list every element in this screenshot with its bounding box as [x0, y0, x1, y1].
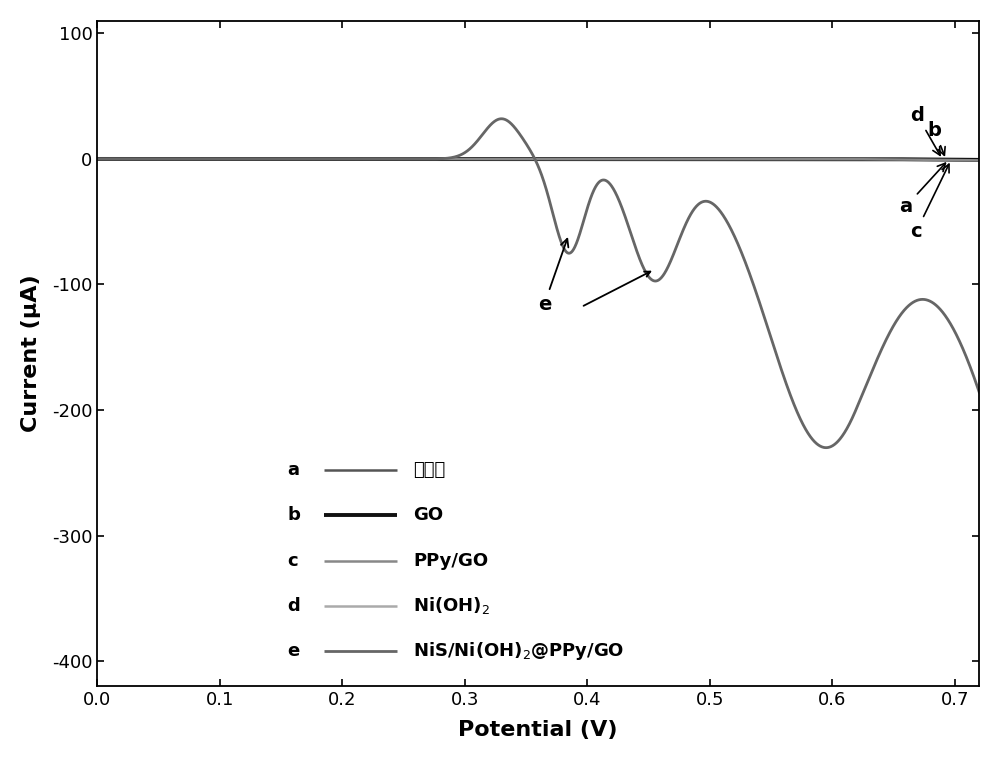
Text: c: c [287, 552, 298, 570]
Text: Ni(OH)$_2$: Ni(OH)$_2$ [413, 595, 490, 616]
Text: d: d [911, 107, 940, 155]
Y-axis label: Current (μA): Current (μA) [21, 275, 41, 432]
Text: NiS/Ni(OH)$_2$@PPy/GO: NiS/Ni(OH)$_2$@PPy/GO [413, 640, 625, 662]
Text: a: a [900, 163, 945, 215]
Text: b: b [928, 121, 945, 155]
Text: e: e [538, 239, 568, 314]
X-axis label: Potential (V): Potential (V) [458, 720, 618, 740]
Text: c: c [911, 164, 949, 240]
Text: d: d [287, 597, 300, 615]
Text: e: e [287, 642, 299, 660]
Text: b: b [287, 507, 300, 524]
Text: GO: GO [413, 507, 443, 524]
Text: PPy/GO: PPy/GO [413, 552, 488, 570]
Text: 裸电极: 裸电极 [413, 461, 446, 479]
Text: a: a [287, 461, 299, 479]
